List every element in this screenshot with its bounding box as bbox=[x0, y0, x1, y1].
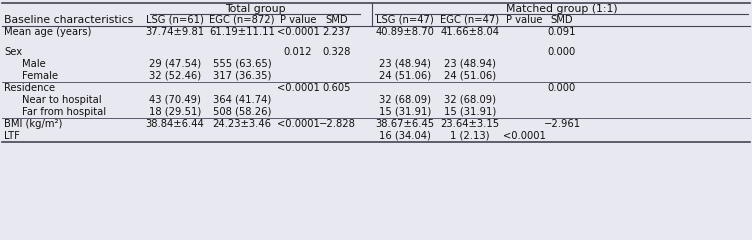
Text: 2.237: 2.237 bbox=[323, 27, 351, 37]
Text: 61.19±11.11: 61.19±11.11 bbox=[209, 27, 275, 37]
Text: <0.0001: <0.0001 bbox=[277, 27, 320, 37]
Text: BMI (kg/m²): BMI (kg/m²) bbox=[4, 119, 62, 129]
Text: 1 (2.13): 1 (2.13) bbox=[450, 131, 490, 141]
Text: 15 (31.91): 15 (31.91) bbox=[444, 107, 496, 117]
Text: Mean age (years): Mean age (years) bbox=[4, 27, 92, 37]
Text: P value: P value bbox=[506, 15, 542, 25]
Text: 29 (47.54): 29 (47.54) bbox=[149, 59, 201, 69]
Text: Male: Male bbox=[22, 59, 46, 69]
Text: 0.091: 0.091 bbox=[547, 27, 576, 37]
Text: 24 (51.06): 24 (51.06) bbox=[444, 71, 496, 81]
Text: 40.89±8.70: 40.89±8.70 bbox=[375, 27, 435, 37]
Text: Far from hospital: Far from hospital bbox=[22, 107, 106, 117]
Text: 18 (29.51): 18 (29.51) bbox=[149, 107, 201, 117]
Text: Baseline characteristics: Baseline characteristics bbox=[4, 15, 133, 25]
Text: 32 (68.09): 32 (68.09) bbox=[444, 95, 496, 105]
Text: 16 (34.04): 16 (34.04) bbox=[379, 131, 431, 141]
Text: 32 (68.09): 32 (68.09) bbox=[379, 95, 431, 105]
Text: 0.000: 0.000 bbox=[548, 83, 576, 93]
Text: −2.828: −2.828 bbox=[319, 119, 356, 129]
Text: 24 (51.06): 24 (51.06) bbox=[379, 71, 431, 81]
Text: 23 (48.94): 23 (48.94) bbox=[379, 59, 431, 69]
Text: 364 (41.74): 364 (41.74) bbox=[213, 95, 271, 105]
Text: LSG (n=47): LSG (n=47) bbox=[376, 15, 434, 25]
Text: Sex: Sex bbox=[4, 47, 22, 57]
Text: −2.961: −2.961 bbox=[544, 119, 581, 129]
Text: Matched group (1:1): Matched group (1:1) bbox=[505, 4, 617, 14]
Text: 43 (70.49): 43 (70.49) bbox=[149, 95, 201, 105]
Text: Residence: Residence bbox=[4, 83, 55, 93]
Text: 0.605: 0.605 bbox=[323, 83, 351, 93]
Text: Female: Female bbox=[22, 71, 58, 81]
Text: SMD: SMD bbox=[550, 15, 573, 25]
Text: <0.0001: <0.0001 bbox=[277, 119, 320, 129]
Text: 0.012: 0.012 bbox=[284, 47, 312, 57]
Text: SMD: SMD bbox=[326, 15, 348, 25]
Text: 23.64±3.15: 23.64±3.15 bbox=[441, 119, 499, 129]
Text: 38.67±6.45: 38.67±6.45 bbox=[375, 119, 435, 129]
Text: 37.74±9.81: 37.74±9.81 bbox=[145, 27, 205, 37]
Text: 0.000: 0.000 bbox=[548, 47, 576, 57]
Text: P value: P value bbox=[280, 15, 317, 25]
Text: 317 (36.35): 317 (36.35) bbox=[213, 71, 271, 81]
Text: EGC (n=47): EGC (n=47) bbox=[441, 15, 499, 25]
Text: <0.0001: <0.0001 bbox=[277, 83, 320, 93]
Text: 32 (52.46): 32 (52.46) bbox=[149, 71, 201, 81]
Text: LTF: LTF bbox=[4, 131, 20, 141]
Text: LSG (n=61): LSG (n=61) bbox=[146, 15, 204, 25]
Text: 508 (58.26): 508 (58.26) bbox=[213, 107, 271, 117]
Text: 24.23±3.46: 24.23±3.46 bbox=[213, 119, 271, 129]
Text: 41.66±8.04: 41.66±8.04 bbox=[441, 27, 499, 37]
Text: 23 (48.94): 23 (48.94) bbox=[444, 59, 496, 69]
Text: 0.328: 0.328 bbox=[323, 47, 351, 57]
Text: Total group: Total group bbox=[225, 4, 285, 14]
Text: 38.84±6.44: 38.84±6.44 bbox=[146, 119, 205, 129]
Text: 555 (63.65): 555 (63.65) bbox=[213, 59, 271, 69]
Text: EGC (n=872): EGC (n=872) bbox=[209, 15, 274, 25]
Text: <0.0001: <0.0001 bbox=[502, 131, 545, 141]
Text: Near to hospital: Near to hospital bbox=[22, 95, 102, 105]
Text: 15 (31.91): 15 (31.91) bbox=[379, 107, 431, 117]
